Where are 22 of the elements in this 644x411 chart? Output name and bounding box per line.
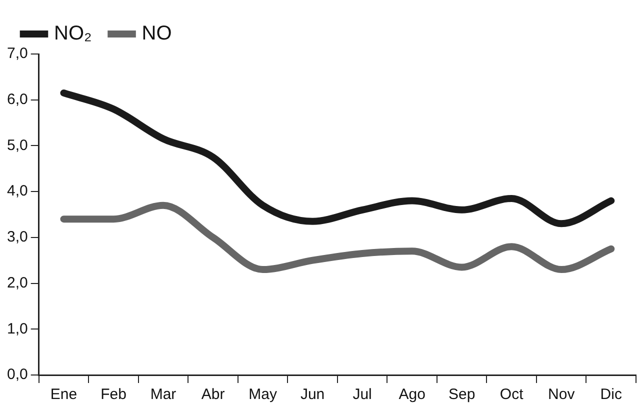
x-tick-label: Jul <box>352 386 372 404</box>
y-tick-label: 7,0 <box>6 45 28 62</box>
y-tick-label: 5,0 <box>6 136 28 154</box>
y-tick-label: 4,0 <box>6 182 28 200</box>
x-tick-label: Mar <box>150 386 176 404</box>
y-tick-label: 3,0 <box>6 228 28 246</box>
x-tick-label: Sep <box>448 386 476 404</box>
x-tick-label: Ene <box>50 386 78 404</box>
legend-label: NO₂ <box>54 22 92 45</box>
x-tick-label: Nov <box>548 386 576 404</box>
y-tick-label: 6,0 <box>6 91 28 108</box>
x-tick-label: Abr <box>201 386 225 404</box>
y-tick-label: 1,0 <box>6 320 28 338</box>
x-tick-label: May <box>248 386 278 404</box>
x-tick-label: Oct <box>500 386 524 404</box>
x-tick-label: Jun <box>300 386 325 404</box>
x-tick-label: Ago <box>398 386 426 404</box>
y-tick-label: 2,0 <box>6 274 28 292</box>
legend-label: NO <box>142 22 172 45</box>
x-tick-label: Dic <box>600 386 622 404</box>
x-tick-label: Feb <box>100 386 126 404</box>
y-tick-label: 0,0 <box>6 366 28 384</box>
